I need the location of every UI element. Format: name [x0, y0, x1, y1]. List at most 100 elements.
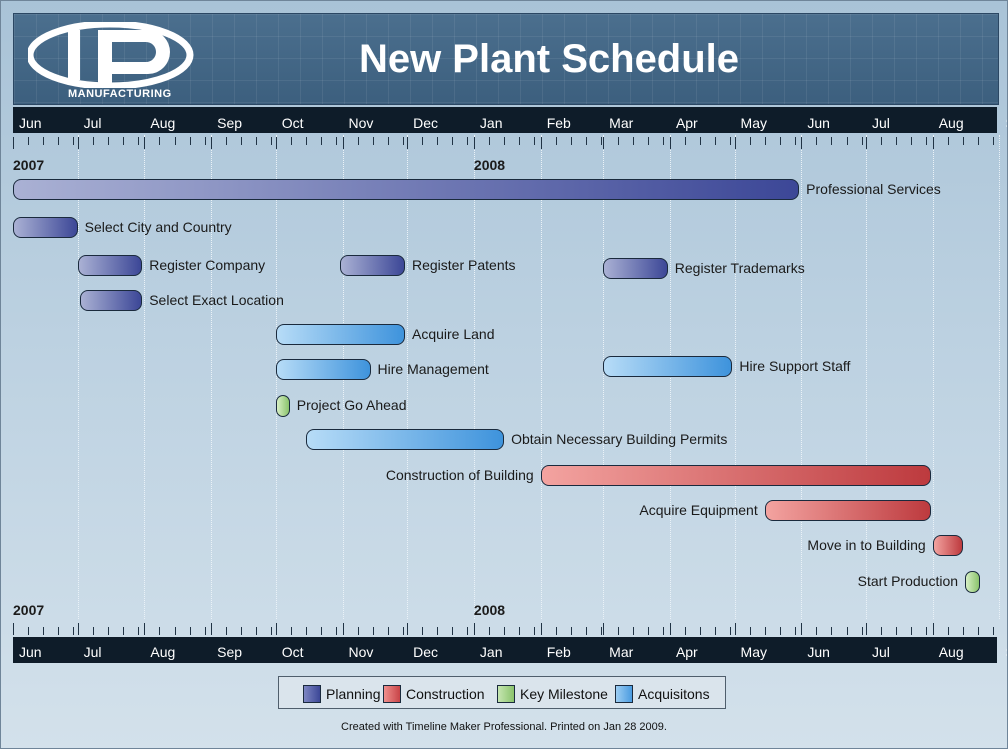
- week-tick: [831, 137, 833, 145]
- task-label: Construction of Building: [385, 467, 534, 483]
- task-label: Acquire Land: [412, 326, 495, 342]
- week-tick: [977, 627, 979, 635]
- month-gridline: [669, 135, 671, 619]
- page-title: New Plant Schedule: [358, 37, 740, 81]
- week-tick: [43, 137, 45, 145]
- week-tick: [137, 627, 139, 635]
- week-tick: [633, 627, 635, 635]
- task-bar-acquire-land[interactable]: [275, 324, 405, 345]
- week-tick: [321, 137, 322, 145]
- top-timeline-ruler: [13, 107, 997, 163]
- week-tick: [534, 137, 536, 145]
- week-tick: [816, 627, 818, 635]
- week-tick: [896, 627, 898, 635]
- month-tick: [669, 623, 671, 635]
- week-tick: [555, 627, 557, 635]
- month-label: Sep: [1005, 644, 1007, 660]
- month-tick: [13, 623, 14, 635]
- month-tick: [342, 137, 344, 149]
- week-tick: [881, 137, 883, 145]
- legend-swatch: [497, 685, 515, 703]
- week-tick: [601, 137, 602, 145]
- week-tick: [92, 627, 94, 635]
- task-label: Professional Services: [806, 181, 941, 197]
- month-label: Aug: [150, 644, 176, 660]
- task-bar-project-go-ahead[interactable]: [275, 395, 290, 417]
- year-label: 2008: [473, 602, 506, 618]
- week-tick: [467, 137, 469, 145]
- task-bar-construction-of-building[interactable]: [540, 465, 931, 486]
- year-label: 2007: [13, 157, 45, 173]
- task-bar-professional-services[interactable]: [13, 179, 800, 200]
- month-tick: [932, 137, 934, 149]
- month-gridline: [275, 135, 277, 619]
- task-bar-obtain-necessary-building-permits[interactable]: [305, 429, 505, 450]
- week-tick: [779, 137, 781, 145]
- task-label: Register Company: [149, 257, 266, 273]
- week-tick: [846, 627, 848, 635]
- task-bar-hire-management[interactable]: [275, 359, 371, 380]
- task-bar-move-in-to-building[interactable]: [932, 535, 963, 556]
- week-tick: [489, 627, 490, 635]
- legend-swatch: [615, 685, 633, 703]
- legend-label: Planning: [326, 686, 381, 702]
- week-tick: [555, 137, 557, 145]
- week-tick: [159, 627, 161, 635]
- month-gridline: [211, 135, 213, 619]
- week-tick: [174, 137, 176, 145]
- month-label: Jan: [479, 115, 503, 131]
- task-bar-start-production[interactable]: [965, 571, 981, 593]
- week-tick: [226, 627, 228, 635]
- task-bar-register-patents[interactable]: [340, 255, 405, 276]
- task-bar-select-exact-location[interactable]: [79, 290, 143, 311]
- task-label: Hire Management: [377, 361, 489, 377]
- bottom-timeline-ruler: [13, 615, 997, 671]
- month-label: Oct: [281, 644, 304, 660]
- week-tick: [28, 137, 30, 145]
- week-tick: [504, 137, 506, 145]
- week-tick: [305, 627, 307, 635]
- task-bar-acquire-equipment[interactable]: [764, 500, 931, 521]
- week-tick: [962, 627, 964, 635]
- month-tick: [734, 623, 736, 635]
- month-tick: [473, 137, 475, 149]
- month-label: May: [740, 115, 767, 131]
- week-tick: [947, 137, 949, 145]
- week-tick: [794, 137, 796, 145]
- month-gridline: [407, 135, 409, 619]
- month-tick: [734, 137, 736, 149]
- week-tick: [663, 137, 665, 145]
- task-label: Project Go Ahead: [296, 397, 407, 413]
- month-label: Sep: [217, 115, 243, 131]
- week-tick: [256, 627, 258, 635]
- week-tick: [519, 627, 521, 635]
- week-tick: [764, 627, 766, 635]
- month-tick: [407, 137, 409, 149]
- legend-label: Construction: [406, 686, 485, 702]
- week-tick: [700, 137, 702, 145]
- month-tick: [865, 623, 867, 635]
- week-tick: [585, 627, 587, 635]
- legend-swatch: [383, 685, 401, 703]
- month-band: [13, 107, 997, 133]
- week-tick: [241, 627, 243, 635]
- legend-label: Acquisitons: [638, 686, 710, 702]
- month-gridline: [603, 135, 605, 619]
- week-tick: [962, 137, 964, 145]
- week-tick: [489, 137, 490, 145]
- week-tick: [189, 137, 191, 145]
- task-bar-select-city-and-country[interactable]: [13, 217, 78, 238]
- task-bar-register-company[interactable]: [77, 255, 143, 276]
- task-bar-register-trademarks[interactable]: [603, 258, 668, 279]
- month-label: Feb: [546, 115, 571, 131]
- month-label: Jun: [807, 644, 830, 660]
- year-label: 2008: [473, 157, 506, 173]
- task-bar-hire-support-staff[interactable]: [603, 356, 733, 377]
- week-tick: [715, 627, 717, 635]
- month-tick: [342, 623, 344, 635]
- month-tick: [144, 623, 146, 635]
- month-tick: [77, 137, 79, 149]
- week-tick: [422, 137, 424, 145]
- week-tick: [861, 137, 863, 145]
